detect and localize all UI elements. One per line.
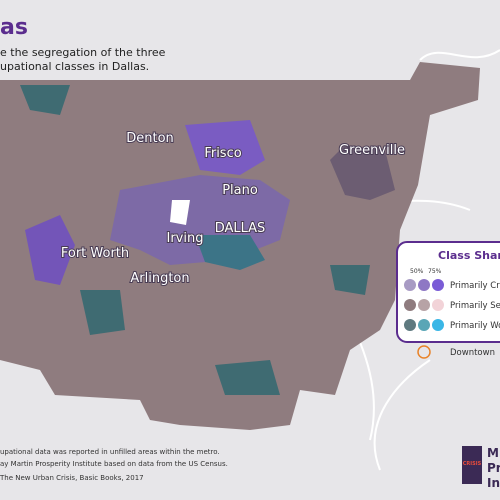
city-label: Fort Worth: [61, 246, 129, 261]
logo-badge: [462, 446, 482, 484]
legend-swatches: [404, 279, 444, 331]
city-label: Greenville: [339, 143, 405, 158]
city-label: Plano: [222, 183, 258, 198]
logo-badge-text: CRISIS: [463, 461, 482, 467]
region-teal-sw: [80, 290, 125, 335]
airport: [170, 200, 190, 225]
city-label: Irving: [167, 231, 204, 246]
legend-item: Primarily Cre: [450, 281, 500, 291]
legend-item: Primarily Wo: [450, 321, 500, 331]
subtitle: e the segregation of the three: [0, 46, 166, 59]
footnote: ay Martin Prosperity Institute based on …: [0, 460, 228, 468]
city-label: Denton: [126, 131, 174, 146]
region-teal-south: [215, 360, 280, 395]
city-label: Arlington: [130, 271, 189, 286]
legend-scale: 50%: [410, 268, 424, 275]
rivers: [329, 49, 500, 471]
logo-text: Pr: [487, 461, 500, 475]
city-label: Frisco: [204, 146, 241, 161]
title: as: [0, 15, 28, 40]
subtitle: upational classes in Dallas.: [0, 60, 149, 73]
legend-scale: 75%: [428, 268, 442, 275]
region-west: [25, 215, 75, 285]
region-north: [185, 120, 265, 175]
legend-item: Primarily Ser: [450, 301, 500, 311]
region-teal-east: [330, 265, 370, 295]
logo-text: M: [487, 446, 499, 460]
region-teal-nw: [20, 85, 70, 115]
legend-box: [396, 241, 500, 343]
legend-title: Class Shar: [438, 249, 500, 262]
source: The New Urban Crisis, Basic Books, 2017: [0, 474, 144, 482]
downtown-marker: [417, 345, 431, 359]
logo-text: In: [487, 476, 500, 490]
legend: Class Shar 50% 75% Primarily Cre Primari…: [396, 241, 500, 343]
legend-item: Downtown: [450, 348, 495, 358]
footnote: upational data was reported in unfilled …: [0, 448, 220, 456]
region-greenville: [330, 145, 395, 200]
city-label: DALLAS: [215, 221, 266, 236]
region-south-dallas: [195, 235, 265, 270]
logo: CRISIS M Pr In: [462, 446, 500, 490]
